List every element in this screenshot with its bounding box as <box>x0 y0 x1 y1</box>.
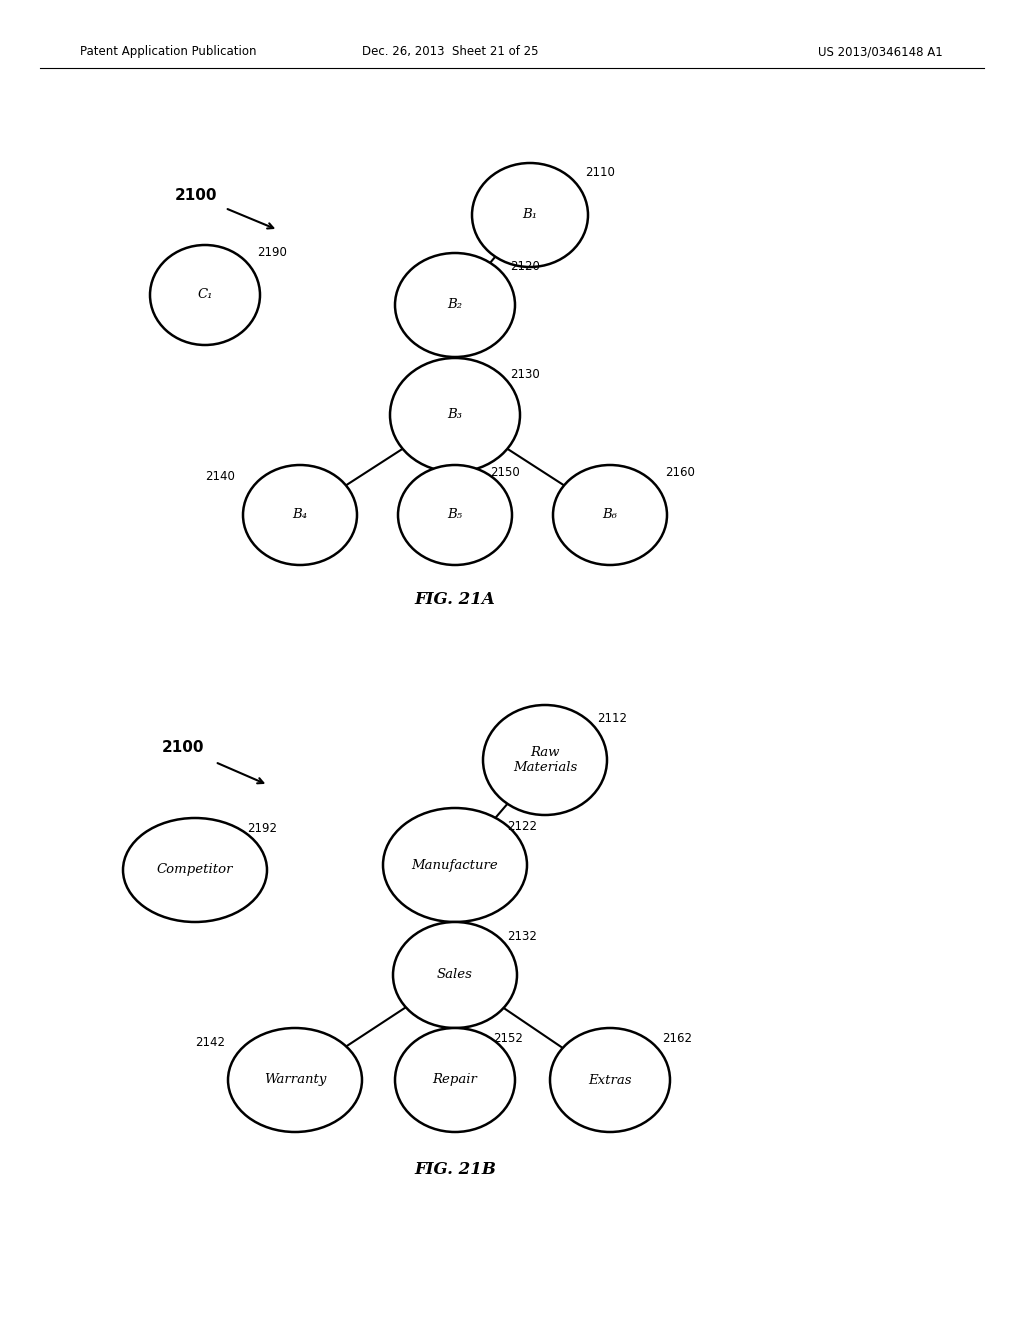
Text: FIG. 21B: FIG. 21B <box>414 1162 496 1179</box>
Text: 2190: 2190 <box>257 247 287 260</box>
Ellipse shape <box>228 1028 362 1133</box>
Text: 2100: 2100 <box>162 741 205 755</box>
Text: B₃: B₃ <box>447 408 463 421</box>
Text: 2120: 2120 <box>510 260 540 273</box>
Text: FIG. 21A: FIG. 21A <box>415 591 496 609</box>
Text: B₄: B₄ <box>293 508 307 521</box>
Ellipse shape <box>395 253 515 356</box>
Ellipse shape <box>393 921 517 1028</box>
Text: B₅: B₅ <box>447 508 463 521</box>
Text: 2122: 2122 <box>507 821 537 833</box>
Text: 2112: 2112 <box>597 711 627 725</box>
Ellipse shape <box>383 808 527 921</box>
Ellipse shape <box>243 465 357 565</box>
Text: 2192: 2192 <box>247 821 278 834</box>
Ellipse shape <box>395 1028 515 1133</box>
Text: 2150: 2150 <box>490 466 520 479</box>
Text: B₆: B₆ <box>602 508 617 521</box>
Text: Extras: Extras <box>588 1073 632 1086</box>
Text: 2152: 2152 <box>493 1031 523 1044</box>
Ellipse shape <box>553 465 667 565</box>
Text: Patent Application Publication: Patent Application Publication <box>80 45 256 58</box>
Ellipse shape <box>123 818 267 921</box>
Text: Warranty: Warranty <box>264 1073 327 1086</box>
Text: B₂: B₂ <box>447 298 463 312</box>
Ellipse shape <box>398 465 512 565</box>
Text: US 2013/0346148 A1: US 2013/0346148 A1 <box>817 45 942 58</box>
Text: Competitor: Competitor <box>157 863 233 876</box>
Ellipse shape <box>483 705 607 814</box>
Text: 2130: 2130 <box>510 368 540 381</box>
Text: Sales: Sales <box>437 969 473 982</box>
Text: 2140: 2140 <box>205 470 234 483</box>
Text: 2100: 2100 <box>175 187 217 202</box>
Text: C₁: C₁ <box>198 289 213 301</box>
Text: Repair: Repair <box>432 1073 477 1086</box>
Ellipse shape <box>150 246 260 345</box>
Text: B₁: B₁ <box>522 209 538 222</box>
Text: 2132: 2132 <box>507 931 537 944</box>
Ellipse shape <box>472 162 588 267</box>
Text: Manufacture: Manufacture <box>412 858 499 871</box>
Text: 2110: 2110 <box>585 166 614 180</box>
Text: Raw
Materials: Raw Materials <box>513 746 578 774</box>
Text: 2162: 2162 <box>662 1031 692 1044</box>
Text: 2142: 2142 <box>195 1035 225 1048</box>
Ellipse shape <box>550 1028 670 1133</box>
Ellipse shape <box>390 358 520 473</box>
Text: Dec. 26, 2013  Sheet 21 of 25: Dec. 26, 2013 Sheet 21 of 25 <box>361 45 539 58</box>
Text: 2160: 2160 <box>665 466 695 479</box>
